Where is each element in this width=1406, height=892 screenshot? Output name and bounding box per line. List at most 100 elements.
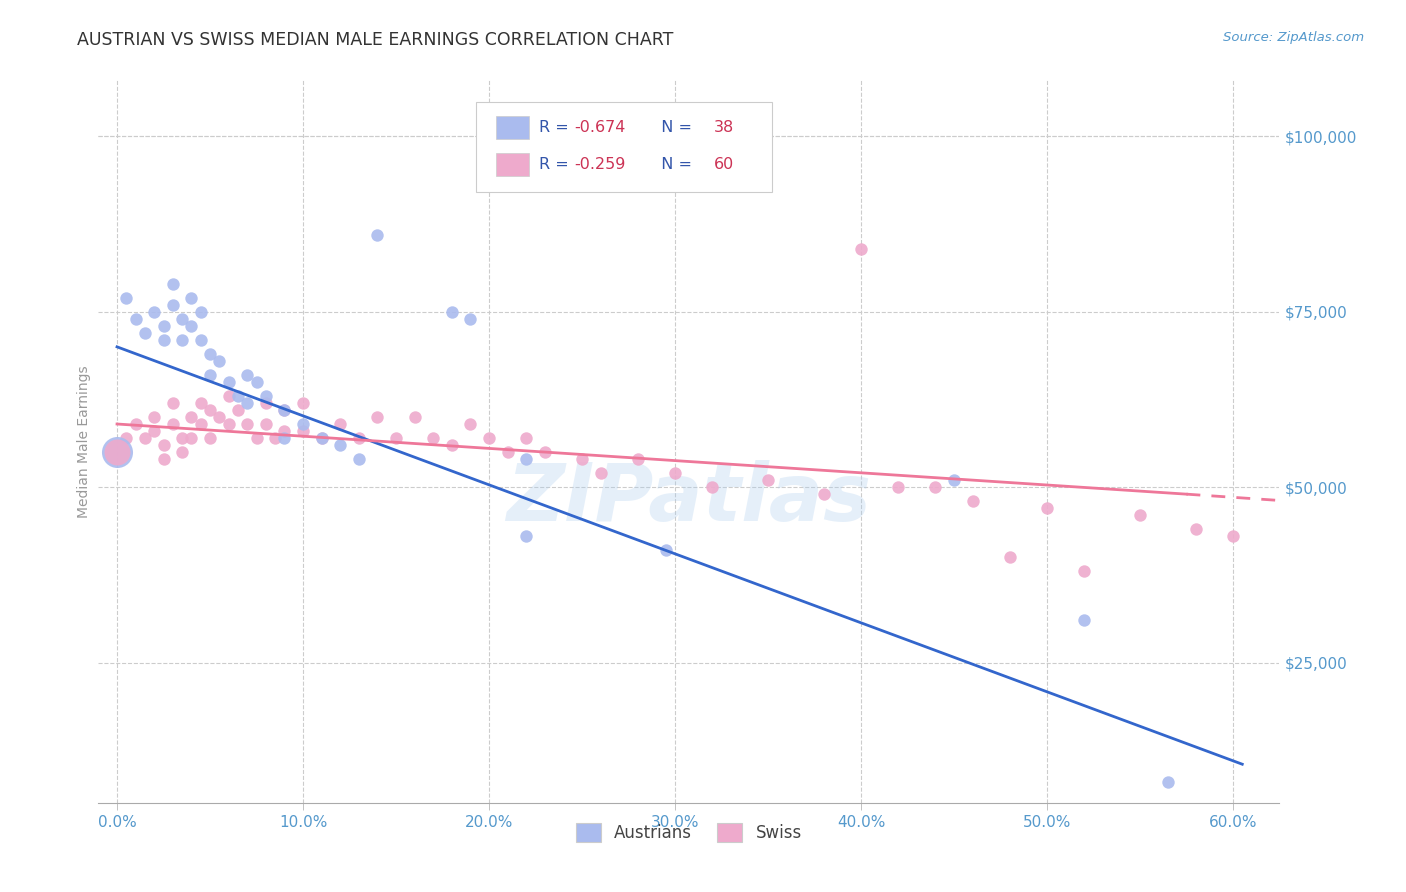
Point (124, 311, 146, 326)
Text: N =: N = (651, 120, 697, 135)
Point (460, 311, 482, 326)
Point (236, 368, 259, 382)
Point (924, 480, 946, 494)
Point (311, 431, 333, 445)
Point (533, 445, 555, 459)
Point (245, 375, 267, 389)
Point (152, 333, 174, 347)
Point (664, 466, 686, 480)
Point (115, 431, 138, 445)
Point (849, 242, 872, 256)
Text: -0.259: -0.259 (575, 157, 626, 172)
Point (627, 452, 650, 467)
Point (460, 417, 482, 431)
Point (236, 417, 259, 431)
Point (180, 431, 202, 445)
Point (273, 424, 295, 438)
Text: 60: 60 (714, 157, 734, 172)
Point (404, 409, 426, 424)
Point (218, 389, 240, 403)
Point (887, 480, 910, 494)
Point (589, 466, 612, 480)
Point (478, 431, 501, 445)
Point (1184, 522, 1206, 536)
Point (440, 438, 463, 452)
Legend: Austrians, Swiss: Austrians, Swiss (569, 816, 808, 848)
Point (208, 409, 231, 424)
Point (162, 277, 184, 291)
Text: 38: 38 (714, 120, 734, 135)
Point (422, 431, 444, 445)
Point (254, 389, 277, 403)
Point (515, 529, 537, 543)
Text: -0.674: -0.674 (575, 120, 626, 135)
Point (208, 354, 231, 368)
Point (152, 452, 174, 467)
Point (813, 487, 835, 501)
Point (1129, 508, 1152, 523)
Point (1073, 614, 1095, 628)
Point (105, 445, 128, 459)
FancyBboxPatch shape (496, 153, 530, 177)
Point (756, 473, 779, 487)
Point (347, 431, 370, 445)
Point (226, 389, 249, 403)
Point (172, 445, 194, 459)
Point (143, 424, 166, 438)
Point (180, 291, 202, 305)
Point (226, 403, 249, 417)
Y-axis label: Median Male Earnings: Median Male Earnings (77, 365, 91, 518)
Point (198, 403, 221, 417)
Point (962, 494, 984, 508)
Point (654, 543, 676, 558)
Point (702, 480, 724, 494)
Point (152, 438, 174, 452)
Point (143, 305, 166, 319)
Point (172, 333, 194, 347)
Point (329, 417, 352, 431)
Point (264, 431, 287, 445)
Point (172, 431, 194, 445)
Point (115, 291, 138, 305)
Text: R =: R = (538, 157, 574, 172)
Point (440, 305, 463, 319)
Point (273, 431, 295, 445)
Point (180, 318, 202, 333)
Point (515, 431, 537, 445)
Point (218, 417, 240, 431)
Point (134, 326, 156, 340)
Point (1073, 564, 1095, 578)
Point (218, 375, 240, 389)
Text: ZIPatlas: ZIPatlas (506, 460, 872, 539)
Point (571, 452, 593, 467)
Point (124, 417, 146, 431)
Point (162, 298, 184, 312)
Point (515, 452, 537, 467)
Point (273, 403, 295, 417)
Point (152, 318, 174, 333)
Point (236, 396, 259, 410)
Point (385, 431, 408, 445)
Point (292, 417, 315, 431)
Point (1157, 774, 1180, 789)
Point (198, 368, 221, 382)
Point (347, 452, 370, 467)
Point (254, 396, 277, 410)
Point (292, 396, 315, 410)
Point (134, 431, 156, 445)
Point (292, 424, 315, 438)
Point (245, 431, 267, 445)
Point (105, 445, 128, 459)
Point (1036, 501, 1059, 516)
Text: N =: N = (651, 157, 697, 172)
Point (366, 409, 388, 424)
Point (162, 396, 184, 410)
Text: Source: ZipAtlas.com: Source: ZipAtlas.com (1223, 31, 1364, 45)
Point (329, 438, 352, 452)
Point (496, 445, 519, 459)
Point (273, 403, 295, 417)
Point (172, 311, 194, 326)
Point (311, 431, 333, 445)
Point (254, 417, 277, 431)
Text: AUSTRIAN VS SWISS MEDIAN MALE EARNINGS CORRELATION CHART: AUSTRIAN VS SWISS MEDIAN MALE EARNINGS C… (77, 31, 673, 49)
